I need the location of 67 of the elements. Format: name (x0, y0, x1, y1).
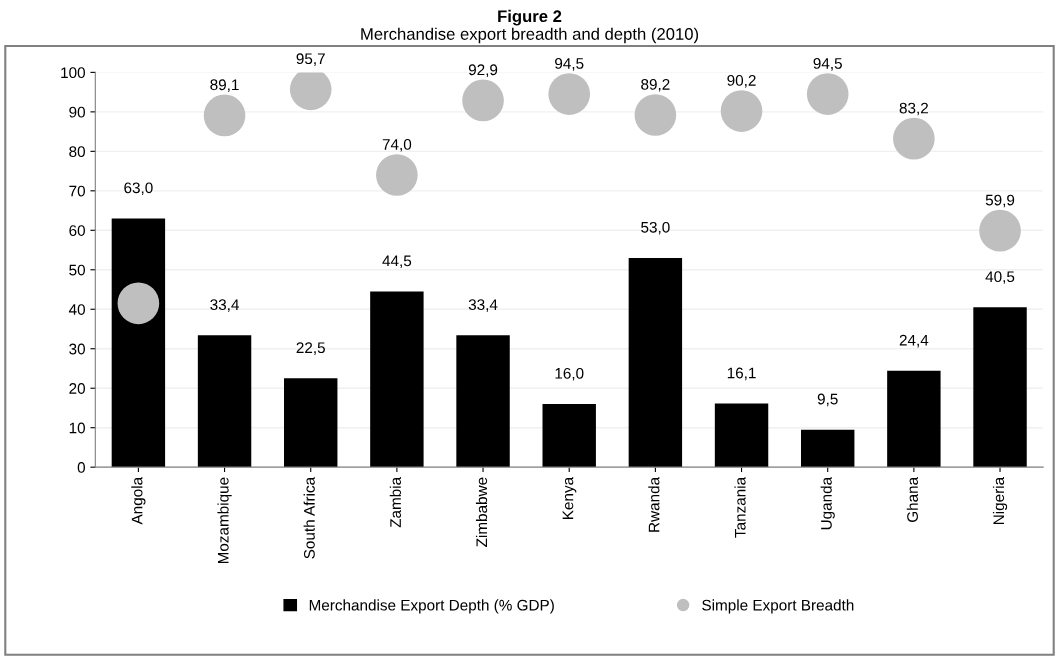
point (376, 154, 418, 196)
point (806, 73, 849, 115)
y-tick-label: 10 (69, 422, 85, 434)
y-tick-label: 80 (69, 146, 85, 158)
data-label: 59,9 (985, 194, 1015, 208)
bar (714, 403, 769, 468)
data-label: 22,5 (296, 342, 325, 355)
y-tick-label: 50 (69, 264, 85, 276)
data-label: 90,2 (727, 75, 756, 88)
x-tick-label: Ghana (906, 476, 918, 522)
data-label: 89,2 (641, 78, 670, 92)
data-label: 53,0 (641, 221, 670, 235)
x-tick-label: Zambia (389, 476, 401, 528)
data-label: 89,1 (210, 79, 239, 92)
y-tick-label: 0 (77, 462, 85, 473)
point (893, 117, 935, 160)
x-tick-label: Uganda (820, 476, 835, 530)
x-tick-label: South Africa (303, 476, 315, 559)
legend-label: Merchandise Export Depth (% GDP) (309, 599, 554, 614)
data-label: 92,9 (468, 64, 498, 77)
x-tick-label: Rwanda (648, 476, 660, 532)
chart-title: Figure 2 (498, 9, 562, 26)
y-tick-label: 60 (69, 225, 85, 236)
data-label: 24,4 (899, 334, 929, 348)
y-tick-label: 30 (69, 343, 85, 355)
data-label: 9,5 (817, 393, 838, 407)
bar (456, 335, 510, 468)
point (203, 94, 246, 137)
data-label: 94,5 (555, 58, 584, 71)
point (979, 209, 1021, 252)
y-tick-label: 70 (69, 185, 85, 197)
data-label: 16,1 (727, 367, 756, 381)
x-tick-label: Tanzania (734, 476, 746, 538)
bar (197, 335, 252, 468)
bar (887, 370, 941, 468)
chart-subtitle: Merchandise export breadth and depth (2010) (361, 27, 699, 44)
data-label: 94,5 (813, 58, 842, 71)
x-tick-label: Zimbabwe (475, 477, 488, 547)
bar (542, 404, 596, 468)
bar (370, 291, 424, 468)
data-label: 44,5 (382, 255, 412, 269)
data-label: 83,2 (899, 102, 928, 116)
data-label: 33,4 (210, 299, 239, 312)
y-tick-label: 90 (69, 106, 85, 118)
bar (800, 429, 855, 468)
point (117, 282, 160, 325)
bar (284, 378, 338, 468)
y-tick-label: 40 (68, 304, 85, 315)
point (548, 73, 591, 115)
data-label: 74,0 (382, 138, 412, 152)
y-tick-label: 100 (61, 67, 85, 79)
point (634, 94, 677, 136)
x-tick-label: Kenya (562, 476, 577, 519)
bar (973, 307, 1027, 468)
y-tick-label: 20 (69, 383, 85, 394)
data-label: 16,0 (555, 367, 584, 381)
x-tick-label: Angola (131, 476, 146, 525)
point (720, 90, 763, 132)
x-tick-label: Nigeria (992, 476, 1008, 525)
bar (628, 257, 683, 468)
data-label: 33,4 (468, 299, 498, 312)
legend-label: Simple Export Breadth (702, 599, 854, 614)
data-label: 40,5 (985, 271, 1015, 284)
data-label: 63,0 (124, 182, 153, 196)
point (462, 79, 504, 122)
x-tick-label: Mozambique (217, 477, 232, 564)
data-label: 95,7 (296, 53, 325, 66)
